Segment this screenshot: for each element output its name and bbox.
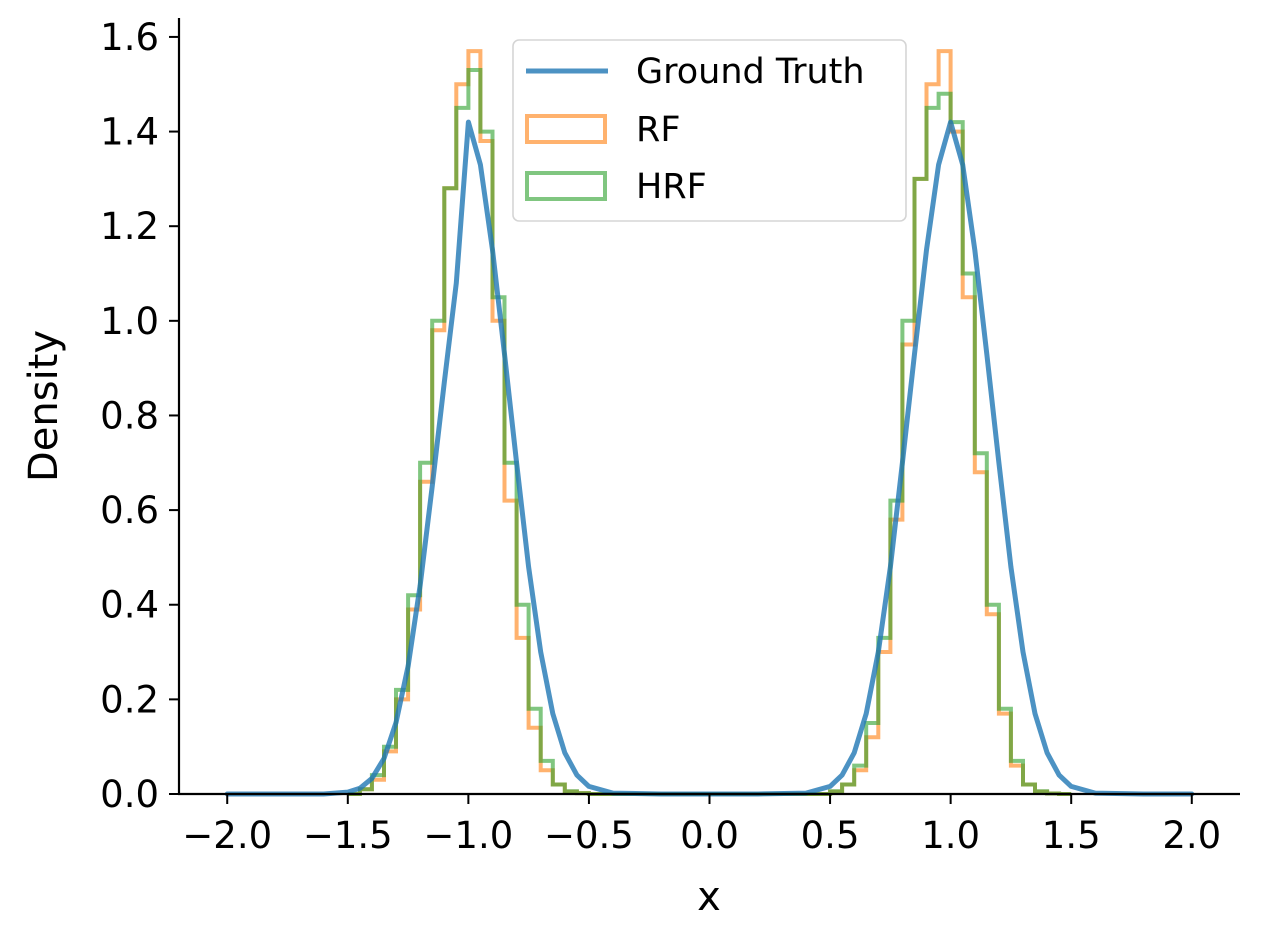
x-tick-label: 0.5 [801,814,860,857]
legend-label-hrf: HRF [636,167,707,207]
x-tick-label: −0.5 [544,814,634,857]
y-tick-label: 1.2 [100,205,159,248]
x-axis-label: x [697,874,721,920]
x-tick-label: 2.0 [1162,814,1221,857]
legend-swatch-rf [525,114,607,144]
y-tick-label: 0.4 [100,584,159,627]
y-tick-label: 1.6 [100,16,159,59]
y-axis-label: Density [21,330,67,482]
legend-swatch-hrf [525,171,607,201]
x-tick-label: 0.0 [680,814,739,857]
x-tick-label: 1.0 [921,814,980,857]
legend-label-rf: RF [636,110,680,150]
y-ticks: 0.0 0.2 0.4 0.6 0.8 1.0 1.2 1.4 1.6 [100,16,179,816]
x-ticks: −2.0 −1.5 −1.0 −0.5 0.0 0.5 1.0 1.5 2.0 [182,794,1221,857]
y-tick-label: 0.8 [100,394,159,437]
legend-frame [512,39,907,222]
y-tick-label: 0.6 [100,489,159,532]
y-tick-label: 1.0 [100,300,159,343]
x-tick-label: −2.0 [182,814,272,857]
x-tick-label: −1.0 [423,814,513,857]
series-ground-truth [224,119,1195,797]
y-tick-label: 1.4 [100,111,159,154]
x-tick-label: 1.5 [1042,814,1101,857]
y-tick-label: 0.0 [100,773,159,816]
y-tick-label: 0.2 [100,678,159,721]
legend: Ground Truth RF HRF [512,39,907,222]
x-tick-label: −1.5 [303,814,393,857]
legend-label-ground-truth: Ground Truth [636,52,865,92]
